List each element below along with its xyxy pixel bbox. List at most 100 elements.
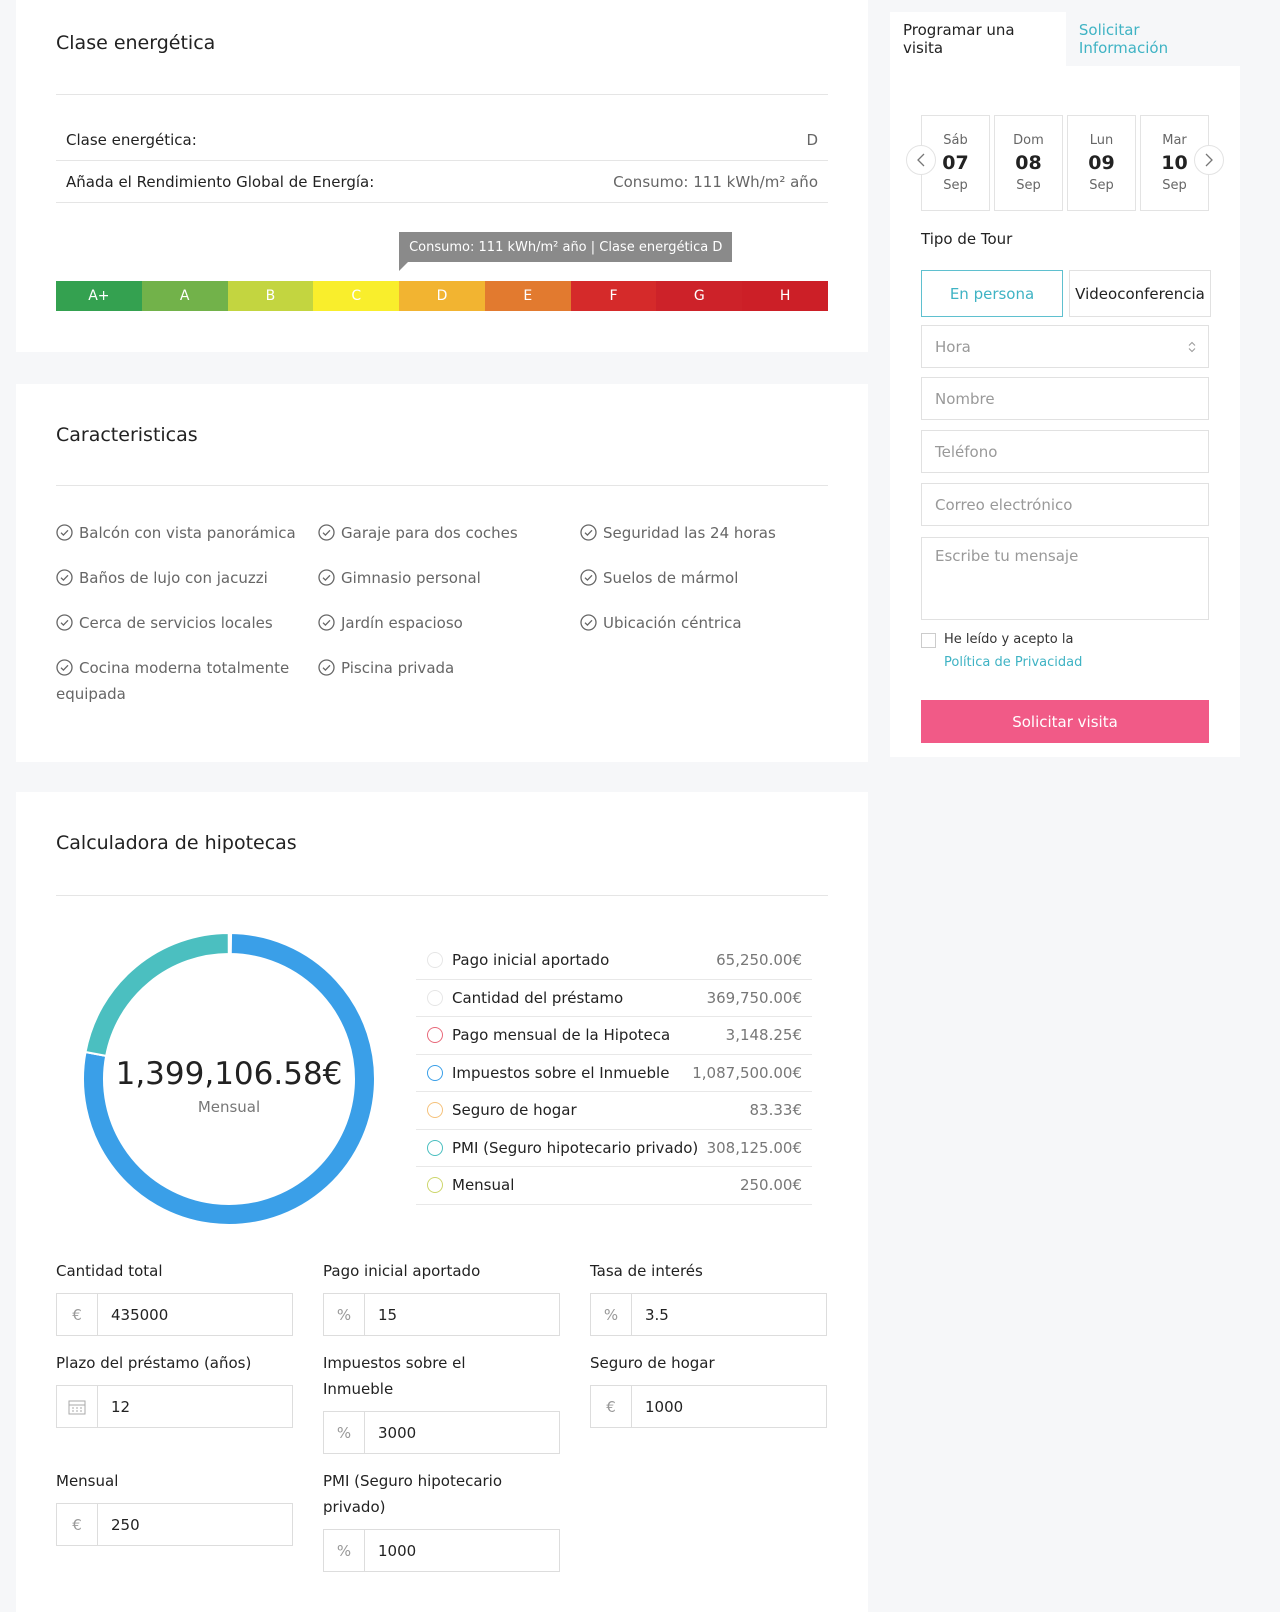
tour-label: Tipo de Tour: [921, 230, 1209, 248]
field-label: Mensual: [56, 1468, 293, 1494]
divider: [56, 895, 828, 896]
day-number: 09: [1088, 152, 1114, 174]
feature-text: Jardín espacioso: [341, 614, 463, 632]
legend-dot: [427, 1065, 443, 1081]
field-prefix: %: [324, 1530, 365, 1571]
tab[interactable]: Solicitar Información: [1066, 12, 1240, 66]
feature-text: Baños de lujo con jacuzzi: [79, 569, 268, 587]
chevron-right: [1204, 153, 1214, 167]
feature-item: Seguridad las 24 horas: [580, 520, 842, 546]
next-date[interactable]: [1194, 145, 1224, 175]
text-input[interactable]: Correo electrónico: [921, 483, 1209, 526]
day-number: 10: [1161, 152, 1187, 174]
field-label: Pago inicial aportado: [323, 1258, 560, 1284]
check-icon: [580, 524, 597, 541]
legend-amount: 1,087,500.00€: [692, 1064, 812, 1082]
field-value: 1000: [365, 1542, 416, 1560]
divider: [56, 94, 828, 95]
field-prefix: [57, 1386, 98, 1427]
field-prefix: €: [57, 1504, 98, 1545]
consent-checkbox[interactable]: [921, 633, 936, 648]
feature-text: Balcón con vista panorámica: [79, 524, 296, 542]
legend-label: Pago inicial aportado: [452, 951, 716, 969]
energy-class: H: [742, 281, 828, 311]
field: Seguro de hogar €1000: [590, 1350, 827, 1428]
donut-caption: Mensual: [79, 1098, 379, 1116]
day-number: 08: [1015, 152, 1041, 174]
field-input[interactable]: €250: [56, 1503, 293, 1546]
calendar-icon: [68, 1399, 86, 1415]
feature-list: Balcón con vista panorámica Baños de lujo…: [56, 520, 842, 707]
date-option[interactable]: Dom 08 Sep: [994, 115, 1063, 211]
tour-option[interactable]: En persona: [921, 270, 1063, 317]
privacy-link[interactable]: Política de Privacidad: [944, 655, 1082, 670]
section-title: Clase energética: [56, 32, 215, 54]
legend-label: Seguro de hogar: [452, 1101, 750, 1119]
legend-label: Cantidad del préstamo: [452, 989, 707, 1007]
energy-class: D: [399, 281, 485, 311]
legend-amount: 3,148.25€: [726, 1026, 812, 1044]
legend-dot: [427, 1140, 443, 1156]
legend-dot: [427, 1177, 443, 1193]
tab[interactable]: Programar una visita: [890, 12, 1066, 66]
field-value: 250: [98, 1516, 140, 1534]
energy-class: A: [142, 281, 228, 311]
legend-dot: [427, 1102, 443, 1118]
legend-amount: 308,125.00€: [707, 1139, 812, 1157]
month: Sep: [1016, 178, 1041, 193]
field-input[interactable]: %1000: [323, 1529, 560, 1572]
feature-item: Cocina moderna totalmente equipada: [56, 655, 318, 707]
placeholder: Teléfono: [935, 443, 997, 461]
field-prefix: €: [57, 1294, 98, 1335]
field-prefix: %: [591, 1294, 632, 1335]
energy-class: E: [485, 281, 571, 311]
field-input[interactable]: %15: [323, 1293, 560, 1336]
weekday: Lun: [1090, 133, 1114, 148]
row-value: D: [806, 131, 818, 149]
row-label: Añada el Rendimiento Global de Energía:: [66, 173, 374, 191]
submit-button[interactable]: Solicitar visita: [921, 700, 1209, 743]
check-icon: [318, 659, 335, 676]
feature-text: Suelos de mármol: [603, 569, 738, 587]
legend-row: PMI (Seguro hipotecario privado)308,125.…: [416, 1130, 812, 1168]
text-input[interactable]: Nombre: [921, 377, 1209, 420]
feature-text: Cocina moderna totalmente equipada: [56, 659, 289, 703]
field-prefix: €: [591, 1386, 632, 1427]
prev-date[interactable]: [906, 145, 936, 175]
field: Tasa de interés %3.5: [590, 1258, 827, 1336]
feature-item: Baños de lujo con jacuzzi: [56, 565, 318, 591]
divider: [56, 485, 828, 486]
hour-select[interactable]: Hora: [921, 325, 1209, 368]
donut-segment: [86, 933, 229, 1056]
placeholder: Correo electrónico: [935, 496, 1072, 514]
weekday: Dom: [1013, 133, 1044, 148]
legend-amount: 65,250.00€: [716, 951, 812, 969]
field-input[interactable]: %3000: [323, 1411, 560, 1454]
field-label: Tasa de interés: [590, 1258, 827, 1284]
legend-label: Pago mensual de la Hipoteca: [452, 1026, 726, 1044]
field-label: Seguro de hogar: [590, 1350, 827, 1376]
field-input[interactable]: €1000: [590, 1385, 827, 1428]
placeholder: Hora: [935, 338, 971, 356]
tour-option[interactable]: Videoconferencia: [1069, 270, 1211, 317]
feature-item: Garaje para dos coches: [318, 520, 580, 546]
month: Sep: [1162, 178, 1187, 193]
energy-class: G: [656, 281, 742, 311]
text-input[interactable]: Teléfono: [921, 430, 1209, 473]
check-icon: [318, 524, 335, 541]
feature-item: Cerca de servicios locales: [56, 610, 318, 636]
legend-label: Mensual: [452, 1176, 740, 1194]
consent-text: He leído y acepto la: [944, 632, 1073, 647]
field-input[interactable]: €435000: [56, 1293, 293, 1336]
message-input[interactable]: Escribe tu mensaje: [921, 537, 1209, 620]
field-input[interactable]: %3.5: [590, 1293, 827, 1336]
legend-label: Impuestos sobre el Inmueble: [452, 1064, 692, 1082]
feature-item: Ubicación céntrica: [580, 610, 842, 636]
field-input[interactable]: 12: [56, 1385, 293, 1428]
legend-dot: [427, 1027, 443, 1043]
